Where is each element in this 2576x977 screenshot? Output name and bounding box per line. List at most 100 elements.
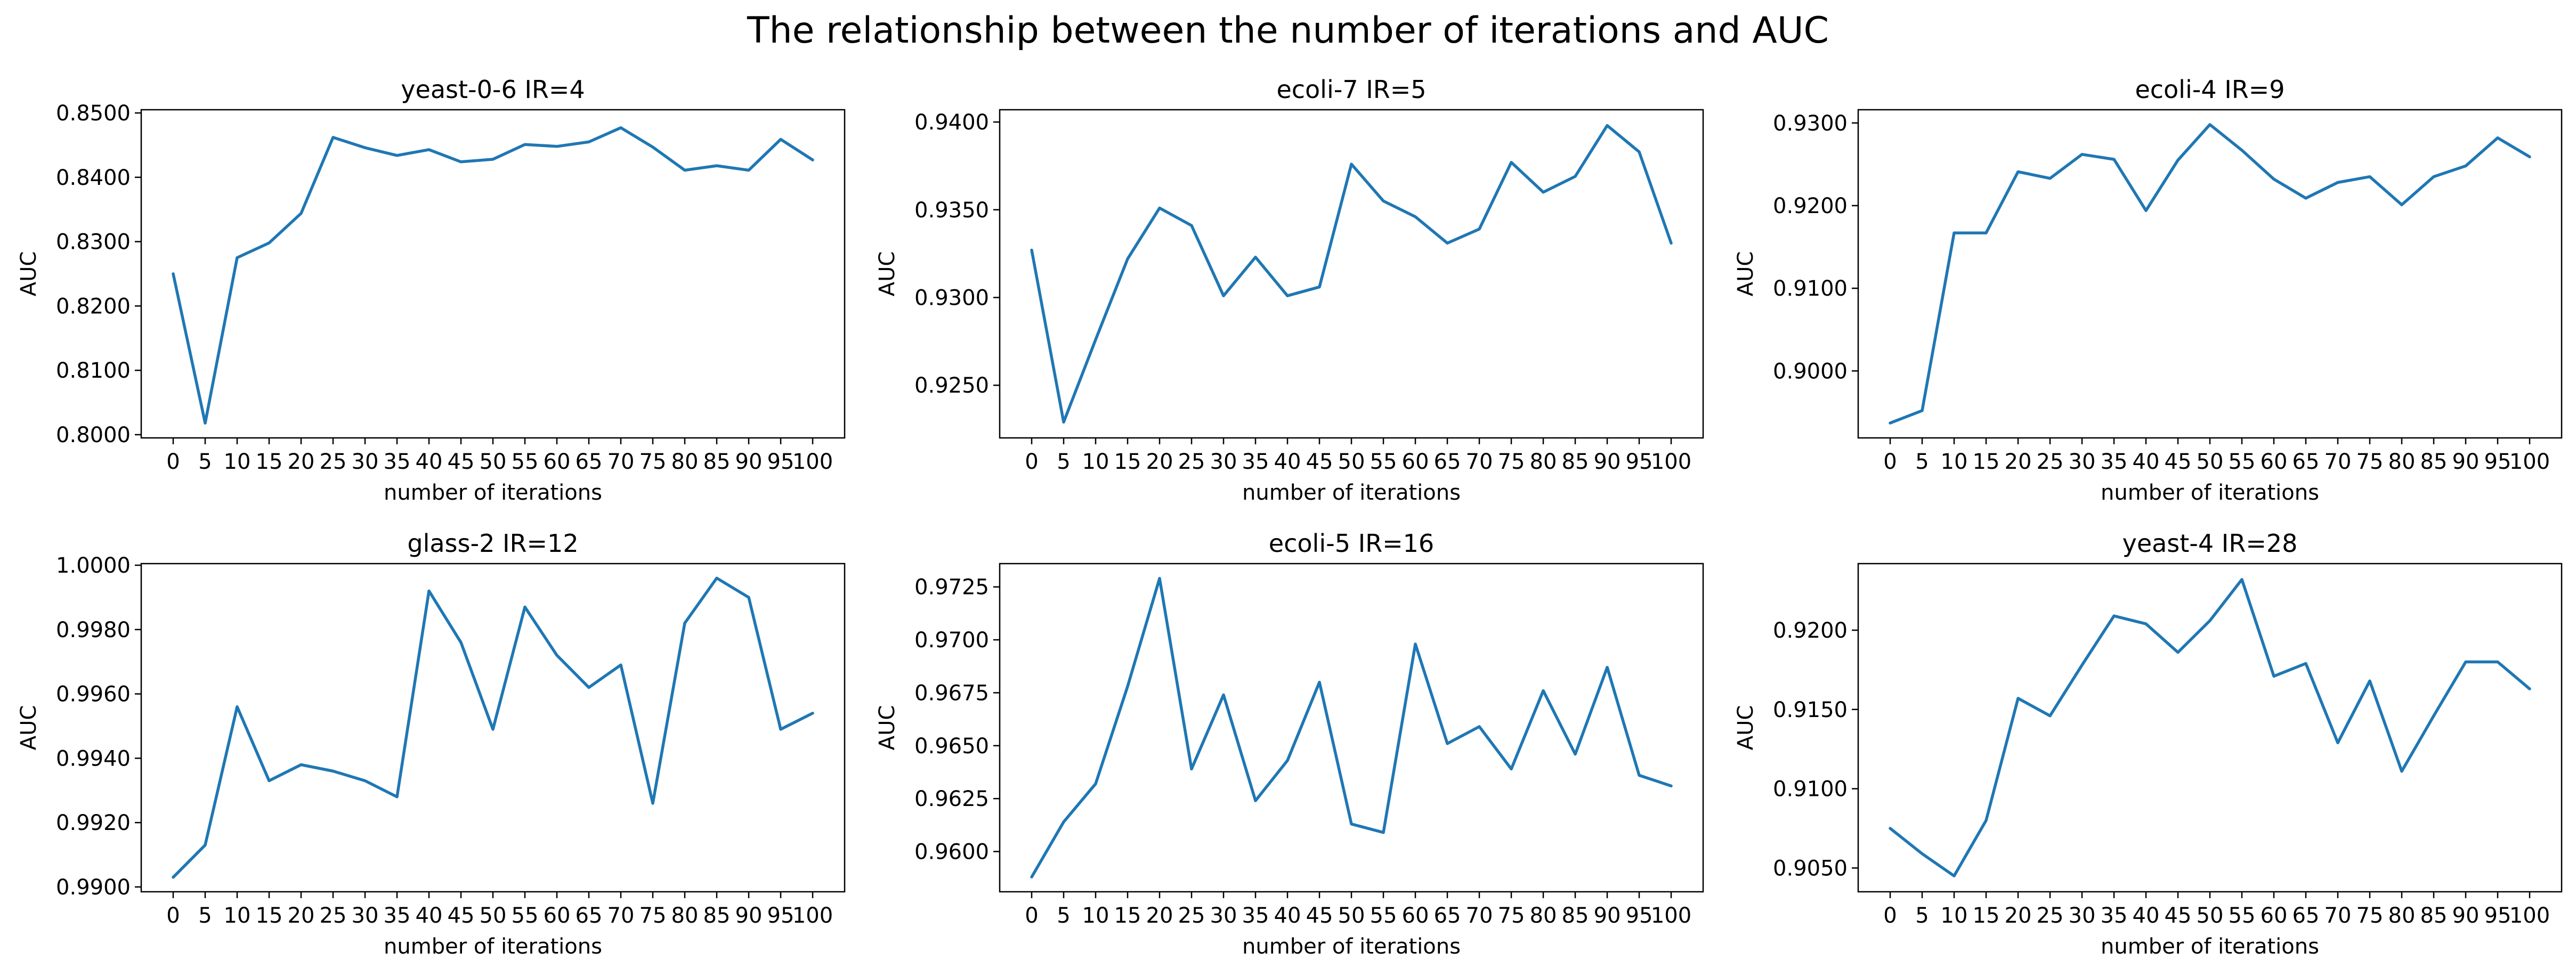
data-point xyxy=(427,589,431,592)
data-point xyxy=(299,212,303,215)
data-point xyxy=(2144,622,2148,625)
data-point xyxy=(1414,215,1417,218)
x-tick-label: 25 xyxy=(2037,903,2064,928)
data-point xyxy=(427,148,431,151)
data-point xyxy=(2176,159,2180,162)
x-tick-label: 20 xyxy=(1146,450,1173,474)
y-tick-label: 0.9650 xyxy=(914,734,989,759)
data-point xyxy=(1953,874,1956,877)
subplot-title: ecoli-4 IR=9 xyxy=(2135,75,2285,104)
data-point xyxy=(491,158,495,161)
x-tick-label: 55 xyxy=(512,450,539,474)
data-line xyxy=(172,576,814,879)
x-tick-label: 40 xyxy=(416,903,443,928)
y-tick-label: 0.8400 xyxy=(56,166,131,190)
y-tick-label: 1.0000 xyxy=(56,553,131,578)
data-point xyxy=(1062,420,1065,424)
data-point xyxy=(1382,199,1385,202)
x-tick-label: 30 xyxy=(352,450,379,474)
data-point xyxy=(1030,875,1033,878)
x-tick-label: 45 xyxy=(1306,903,1333,928)
x-tick-label: 50 xyxy=(1338,903,1365,928)
y-tick-label: 0.9675 xyxy=(914,681,989,705)
x-tick-label: 65 xyxy=(2293,903,2320,928)
data-point xyxy=(1542,191,1545,194)
data-point xyxy=(1984,819,1988,822)
data-point xyxy=(2336,181,2339,184)
x-tick-label: 20 xyxy=(1146,903,1173,928)
data-point xyxy=(1094,782,1097,785)
data-point xyxy=(2176,651,2180,654)
x-tick-label: 10 xyxy=(224,450,251,474)
x-tick-label: 60 xyxy=(2261,450,2288,474)
x-axis-label: number of iterations xyxy=(1242,481,1461,505)
data-point xyxy=(587,686,590,689)
data-point xyxy=(2496,661,2499,664)
data-point xyxy=(204,421,207,425)
data-line xyxy=(1030,577,1673,878)
data-point xyxy=(523,143,526,146)
data-point xyxy=(2208,123,2212,126)
data-point xyxy=(2272,177,2275,181)
x-tick-label: 60 xyxy=(2261,903,2288,928)
y-tick-label: 0.9940 xyxy=(56,746,131,771)
data-point xyxy=(747,169,750,172)
data-point xyxy=(1510,768,1513,771)
x-tick-label: 10 xyxy=(1941,450,1968,474)
data-point xyxy=(331,136,335,139)
data-point xyxy=(2112,614,2116,617)
y-tick-label: 0.9300 xyxy=(1773,111,1848,136)
x-tick-label: 45 xyxy=(1306,450,1333,474)
x-tick-label: 45 xyxy=(448,450,475,474)
data-point xyxy=(1126,685,1129,688)
x-tick-label: 15 xyxy=(1114,903,1141,928)
x-tick-label: 25 xyxy=(2037,450,2064,474)
data-point xyxy=(2304,662,2307,665)
x-tick-label: 75 xyxy=(1498,450,1525,474)
data-point xyxy=(363,779,367,783)
x-tick-label: 55 xyxy=(512,903,539,928)
y-tick-label: 0.8500 xyxy=(56,101,131,126)
data-point xyxy=(2048,714,2052,718)
data-point xyxy=(1030,249,1033,252)
data-point xyxy=(1446,241,1449,245)
data-point xyxy=(811,712,814,715)
plot-frame xyxy=(1857,563,2563,893)
x-tick-label: 15 xyxy=(256,903,283,928)
data-point xyxy=(491,728,495,731)
x-tick-label: 0 xyxy=(1025,903,1038,928)
x-tick-label: 5 xyxy=(1915,903,1929,928)
x-tick-label: 80 xyxy=(1530,903,1557,928)
subplot-title: ecoli-5 IR=16 xyxy=(1269,529,1434,558)
data-point xyxy=(2272,674,2275,678)
data-point xyxy=(1606,666,1609,669)
x-tick-label: 20 xyxy=(2005,450,2032,474)
x-tick-label: 40 xyxy=(1274,903,1301,928)
data-point xyxy=(715,576,718,580)
data-point xyxy=(683,622,686,625)
data-point xyxy=(2528,155,2531,158)
data-point xyxy=(2144,209,2148,212)
x-tick-label: 0 xyxy=(166,903,180,928)
x-tick-label: 30 xyxy=(1210,450,1237,474)
x-tick-label: 45 xyxy=(2165,450,2192,474)
y-axis-label: AUC xyxy=(875,251,900,297)
data-point xyxy=(331,770,335,773)
x-tick-label: 90 xyxy=(2452,450,2480,474)
x-tick-label: 90 xyxy=(1594,903,1621,928)
data-point xyxy=(747,596,750,599)
data-point xyxy=(1094,338,1097,341)
plot-frame xyxy=(140,109,846,439)
x-tick-label: 5 xyxy=(1057,903,1070,928)
data-point xyxy=(1921,852,1924,856)
x-tick-label: 55 xyxy=(1370,450,1397,474)
x-tick-label: 80 xyxy=(671,903,699,928)
x-axis-label: number of iterations xyxy=(2101,934,2319,959)
data-point xyxy=(1382,831,1385,834)
data-point xyxy=(1542,689,1545,693)
data-point xyxy=(172,272,175,275)
data-point xyxy=(2080,664,2084,667)
plot-frame xyxy=(140,563,846,893)
y-tick-label: 0.9350 xyxy=(914,198,989,223)
x-tick-label: 40 xyxy=(2133,450,2160,474)
